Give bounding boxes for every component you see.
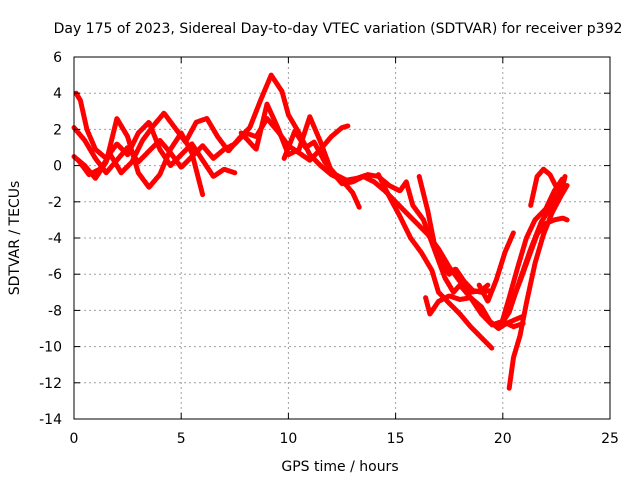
series-track-15 <box>508 215 570 306</box>
series-track-8 <box>416 174 493 295</box>
x-tick-label: 25 <box>601 431 619 447</box>
x-tick-label: 0 <box>70 431 79 447</box>
y-tick-label: 4 <box>53 86 62 102</box>
series-track-10 <box>476 230 516 304</box>
series-track-5 <box>238 101 491 295</box>
x-axis-label: GPS time / hours <box>281 459 398 475</box>
series-track-14 <box>528 166 559 208</box>
y-tick-label: -6 <box>48 267 62 283</box>
y-tick-label: -10 <box>39 340 62 356</box>
data-series-group <box>71 72 570 391</box>
x-tick-label: 5 <box>177 431 186 447</box>
series-track-1 <box>73 90 238 179</box>
series-track-13 <box>506 183 570 391</box>
series-track-6 <box>281 128 527 330</box>
chart-title: Day 175 of 2023, Sidereal Day-to-day VTE… <box>54 21 623 37</box>
y-tick-label: 0 <box>53 159 62 175</box>
y-tick-label: -4 <box>48 231 62 247</box>
y-tick-label: -14 <box>39 412 62 428</box>
series-track-9 <box>423 293 527 331</box>
axes: -14 -12 -10 -8 -6 -4 -2 0 2 4 6 0 5 10 15 20 25 <box>39 50 619 447</box>
x-tick-label: 20 <box>494 431 512 447</box>
x-tick-label: 10 <box>279 431 297 447</box>
series-track-11 <box>498 175 566 330</box>
y-tick-label: 6 <box>53 50 62 66</box>
series-track-3 <box>71 116 351 176</box>
y-tick-label: -12 <box>39 376 62 392</box>
series-track-4 <box>75 72 362 210</box>
y-tick-label: 2 <box>53 122 62 138</box>
y-tick-label: -8 <box>48 303 62 319</box>
plot-frame <box>73 56 611 420</box>
series-track-7 <box>375 172 495 351</box>
y-axis-label: SDTVAR / TECUs <box>7 181 23 296</box>
y-tick-label: -2 <box>48 195 62 211</box>
x-tick-label: 15 <box>387 431 405 447</box>
grid <box>74 57 610 419</box>
